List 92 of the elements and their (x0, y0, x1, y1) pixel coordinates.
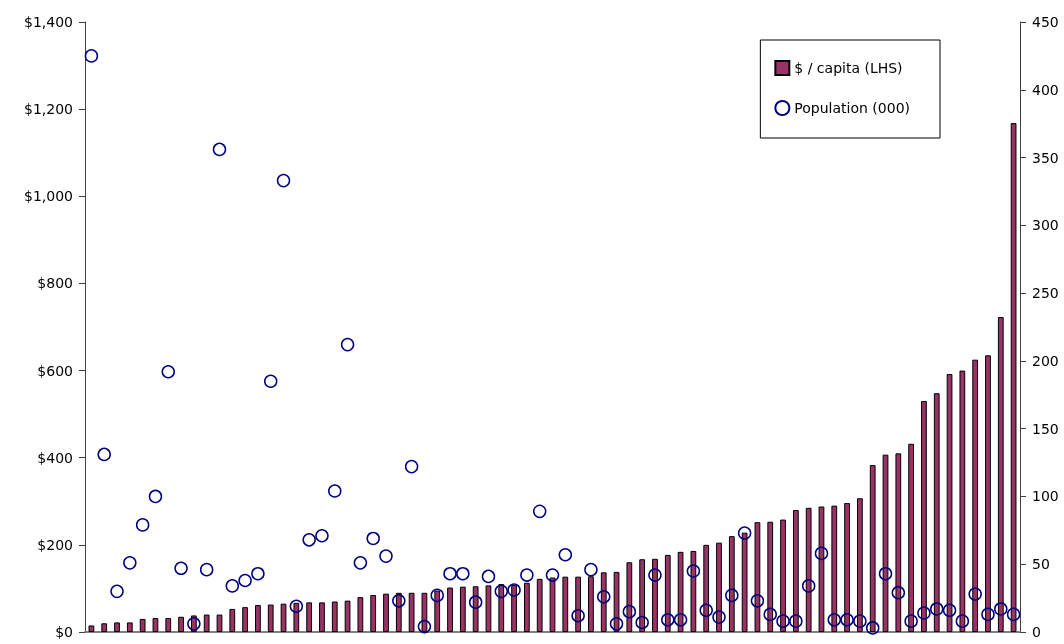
bar (997, 316, 1004, 632)
bar (229, 608, 236, 632)
y2-tick-label: 350 (1032, 149, 1059, 166)
bar (716, 542, 722, 632)
bar (114, 622, 120, 632)
bar (511, 584, 517, 632)
bar (780, 519, 786, 632)
y-tick-label: $1,000 (24, 188, 73, 205)
bar (908, 443, 915, 632)
bar (895, 453, 902, 632)
bar (690, 550, 697, 632)
bar (562, 576, 569, 632)
bar (1010, 123, 1017, 632)
bar (831, 505, 838, 632)
bar (972, 359, 979, 632)
bar (293, 602, 300, 632)
bar (869, 465, 876, 632)
bar (933, 393, 940, 632)
bar (383, 593, 389, 632)
bar (728, 536, 735, 632)
bar (216, 614, 223, 632)
bar (459, 586, 466, 632)
bar (242, 607, 248, 632)
bar (741, 532, 748, 632)
bar (613, 571, 620, 632)
y2-tick-label: 250 (1032, 285, 1059, 302)
legend-label: $ / capita (LHS) (794, 60, 903, 76)
bar (267, 604, 274, 632)
bar (844, 503, 850, 632)
bar (664, 554, 671, 632)
bar (959, 370, 966, 632)
bar (549, 577, 556, 632)
y2-tick-label: 450 (1032, 14, 1059, 30)
bar (165, 618, 172, 632)
bar (126, 622, 133, 632)
bar (139, 618, 146, 632)
bar (588, 576, 594, 632)
y2-tick-label: 200 (1032, 352, 1059, 369)
bar (472, 586, 479, 632)
bar (575, 576, 581, 632)
legend-label: Population (000) (794, 100, 911, 116)
y-tick-label: $600 (37, 362, 73, 379)
bar (677, 551, 684, 632)
y2-tick-label: 100 (1032, 488, 1059, 505)
y2-tick-label: 300 (1032, 217, 1059, 234)
bar (434, 590, 441, 632)
bar (331, 601, 338, 632)
bar (652, 558, 658, 632)
y-tick-label: $0 (55, 624, 73, 640)
bar (152, 618, 159, 632)
bar (306, 602, 313, 632)
y2-tick-label: 150 (1032, 420, 1059, 437)
bar (754, 522, 761, 632)
bar (639, 559, 646, 632)
bar (536, 578, 543, 632)
bar (203, 614, 210, 632)
y-tick-label: $800 (37, 275, 73, 292)
bar (792, 510, 799, 632)
bar (767, 521, 774, 632)
bar (498, 584, 505, 632)
bar (357, 597, 364, 632)
y-tick-label: $1,400 (24, 14, 73, 30)
bar (447, 587, 453, 632)
bar (857, 498, 863, 632)
y-tick-label: $400 (37, 449, 73, 466)
bar (178, 616, 184, 632)
bar (485, 585, 492, 632)
bar (946, 374, 953, 632)
bar (319, 602, 325, 632)
bar (882, 454, 889, 632)
bar (370, 594, 377, 632)
bar (626, 562, 633, 632)
bar (408, 592, 415, 632)
bar (280, 603, 287, 632)
bar (818, 506, 825, 632)
bar (921, 401, 927, 632)
y2-tick-label: 0 (1032, 624, 1041, 640)
bar (344, 600, 351, 632)
y-tick-label: $200 (37, 536, 73, 553)
bar (703, 544, 710, 632)
bar (524, 582, 530, 632)
bar (255, 604, 261, 632)
y-tick-label: $1,200 (24, 101, 73, 118)
bar (395, 592, 402, 632)
y2-tick-label: 50 (1032, 556, 1050, 573)
bar (101, 623, 108, 632)
bar (805, 507, 812, 632)
y2-tick-label: 400 (1032, 81, 1059, 98)
bar (88, 625, 95, 632)
bar (600, 572, 607, 632)
bar (421, 592, 428, 632)
bar (985, 355, 991, 632)
